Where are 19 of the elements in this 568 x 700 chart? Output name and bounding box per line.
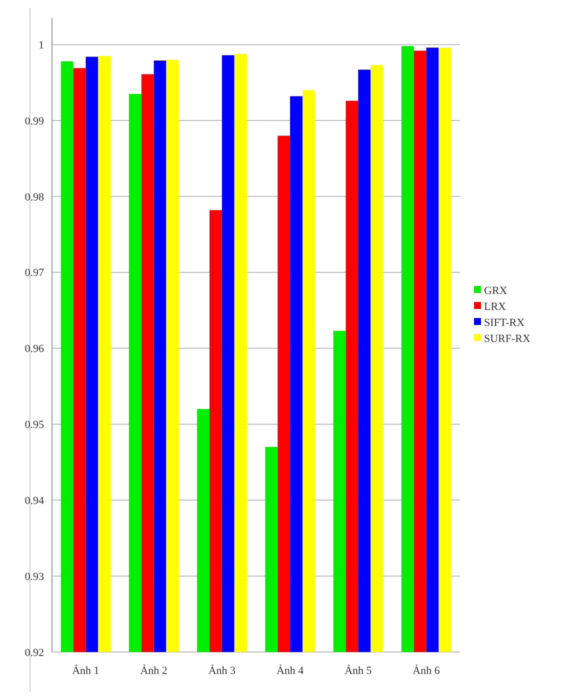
x-tick-label: Ảnh 5	[344, 664, 372, 677]
x-tick-label: Ảnh 1	[72, 664, 100, 677]
x-tick-label: Ảnh 2	[140, 664, 168, 677]
y-tick-label: 0.92	[24, 646, 44, 659]
y-tick-label: 1	[38, 39, 44, 52]
y-tick-label: 0.97	[24, 267, 44, 280]
x-tick-label: Ảnh 4	[276, 664, 304, 677]
y-tick-label: 0.95	[24, 419, 44, 432]
y-tick-label: 0.99	[24, 115, 44, 128]
x-tick-label: Ảnh 6	[412, 664, 440, 677]
y-tick-label: 0.93	[24, 570, 44, 583]
legend-label: LRX	[484, 300, 506, 313]
y-tick-label: 0.98	[24, 191, 44, 204]
legend-label: SURF-RX	[484, 332, 531, 345]
y-tick-label: 0.96	[24, 343, 44, 356]
legend-label: SIFT-RX	[484, 316, 525, 329]
legend-label: GRX	[484, 284, 508, 297]
y-tick-label: 0.94	[24, 494, 44, 507]
x-tick-label: Ảnh 3	[208, 664, 236, 677]
